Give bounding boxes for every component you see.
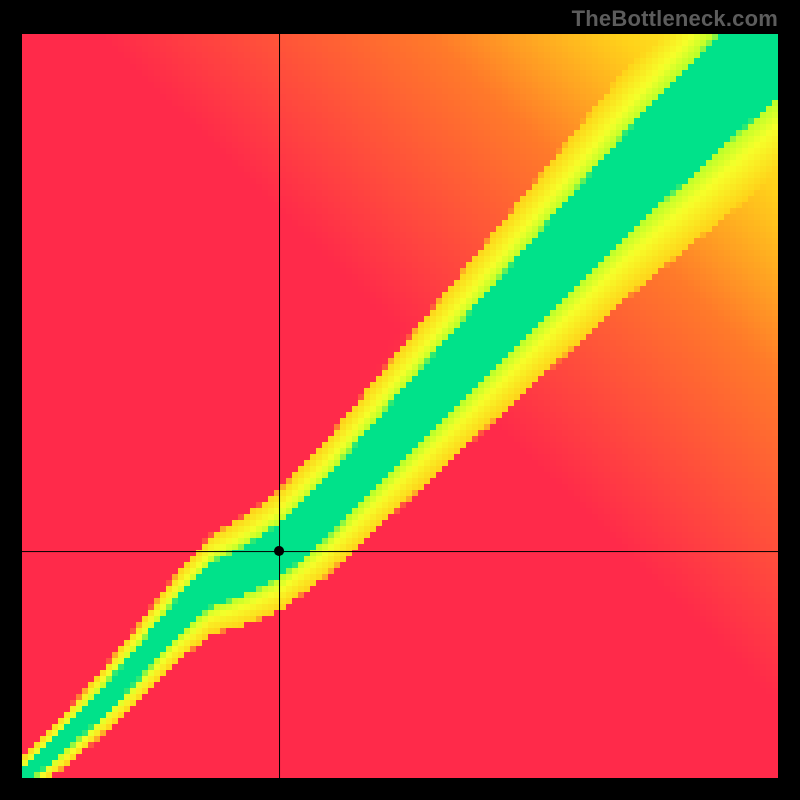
bottleneck-heatmap [22,34,778,778]
heatmap-canvas [22,34,778,778]
attribution-text: TheBottleneck.com [572,6,778,32]
frame: TheBottleneck.com [0,0,800,800]
